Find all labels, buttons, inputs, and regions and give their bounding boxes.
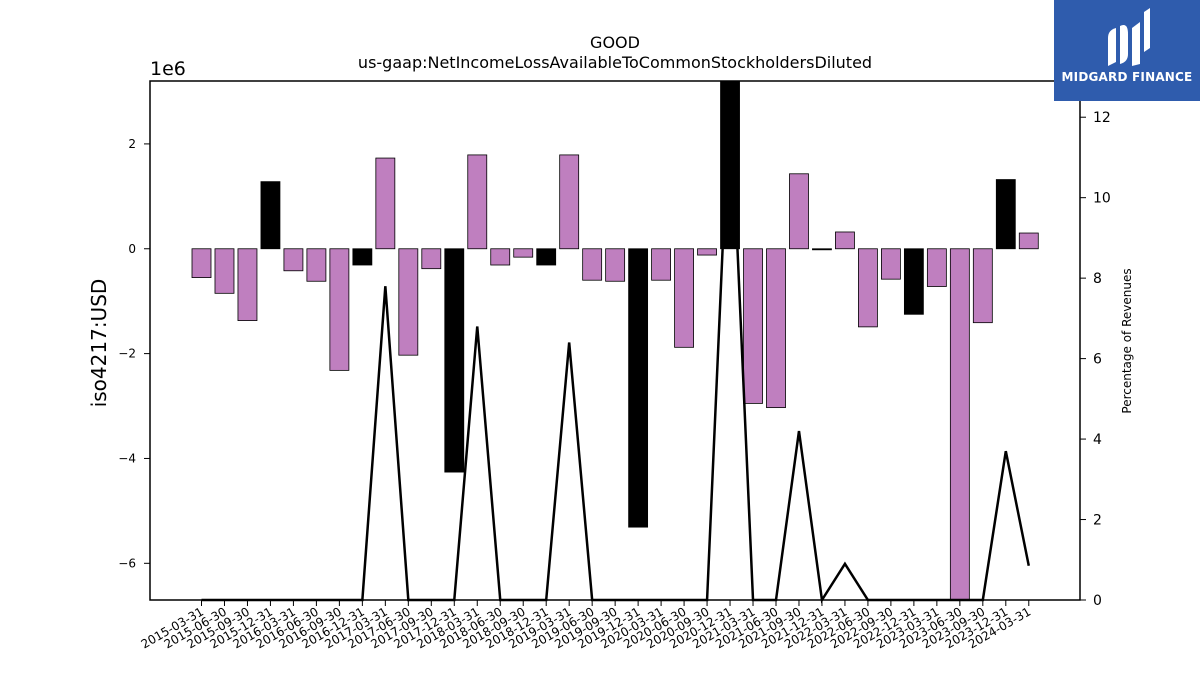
bar [674, 248, 694, 348]
revenue-percentage-line [201, 80, 1031, 604]
y-axis-label: iso4217:USD [87, 279, 111, 408]
chart-subtitle: us-gaap:NetIncomeLossAvailableToCommonSt… [358, 53, 872, 72]
bar [789, 173, 809, 250]
y-offset-label: 1e6 [150, 58, 186, 80]
bar [536, 248, 557, 266]
bar [628, 248, 649, 528]
bar [812, 248, 832, 251]
y-tick-label: −2 [118, 347, 136, 361]
bar [260, 181, 281, 250]
y2-tick-label: 4 [1093, 432, 1102, 448]
bar [605, 248, 626, 282]
bar [513, 248, 534, 258]
bar [398, 248, 419, 356]
bar [835, 231, 855, 250]
logo-text: MIDGARD FINANCE [1061, 70, 1193, 84]
bar [1018, 232, 1039, 250]
y2-tick-label: 10 [1093, 191, 1111, 207]
bar [881, 248, 901, 280]
y-tick-label: −4 [118, 451, 136, 465]
bar [467, 154, 488, 250]
bar [490, 248, 511, 266]
bar [559, 154, 580, 250]
bar [949, 248, 970, 601]
y2-tick-label: 6 [1093, 352, 1102, 368]
bar [375, 157, 396, 250]
chart-title: GOOD [590, 33, 640, 52]
plot-frame [149, 80, 1081, 601]
bar [858, 248, 878, 328]
logo-mark-icon [1108, 8, 1150, 66]
y-tick-label: 2 [128, 137, 136, 151]
y2-tick-label: 0 [1093, 593, 1102, 609]
bar [972, 248, 993, 324]
bar [329, 248, 350, 371]
bar [766, 248, 786, 409]
y-tick-label: −6 [118, 556, 136, 570]
bar [926, 248, 947, 287]
bar [283, 248, 304, 272]
y2-tick-label: 2 [1093, 513, 1102, 529]
bar [995, 179, 1016, 250]
y2-axis-label: Percentage of Revenues [1120, 268, 1134, 413]
bar [306, 248, 327, 282]
bar [582, 248, 603, 281]
bar [697, 248, 717, 256]
bar [352, 248, 373, 266]
bar [444, 248, 465, 473]
bar [651, 248, 671, 281]
bar [191, 248, 212, 278]
bar [237, 248, 258, 321]
bar [743, 248, 763, 404]
y2-tick-label: 8 [1093, 271, 1102, 287]
bar [214, 248, 235, 294]
bar [903, 248, 924, 315]
brand-logo: MIDGARD FINANCE [1054, 0, 1200, 101]
y2-tick-label: 12 [1093, 110, 1111, 126]
y-tick-label: 0 [128, 242, 136, 256]
bar [421, 248, 442, 270]
